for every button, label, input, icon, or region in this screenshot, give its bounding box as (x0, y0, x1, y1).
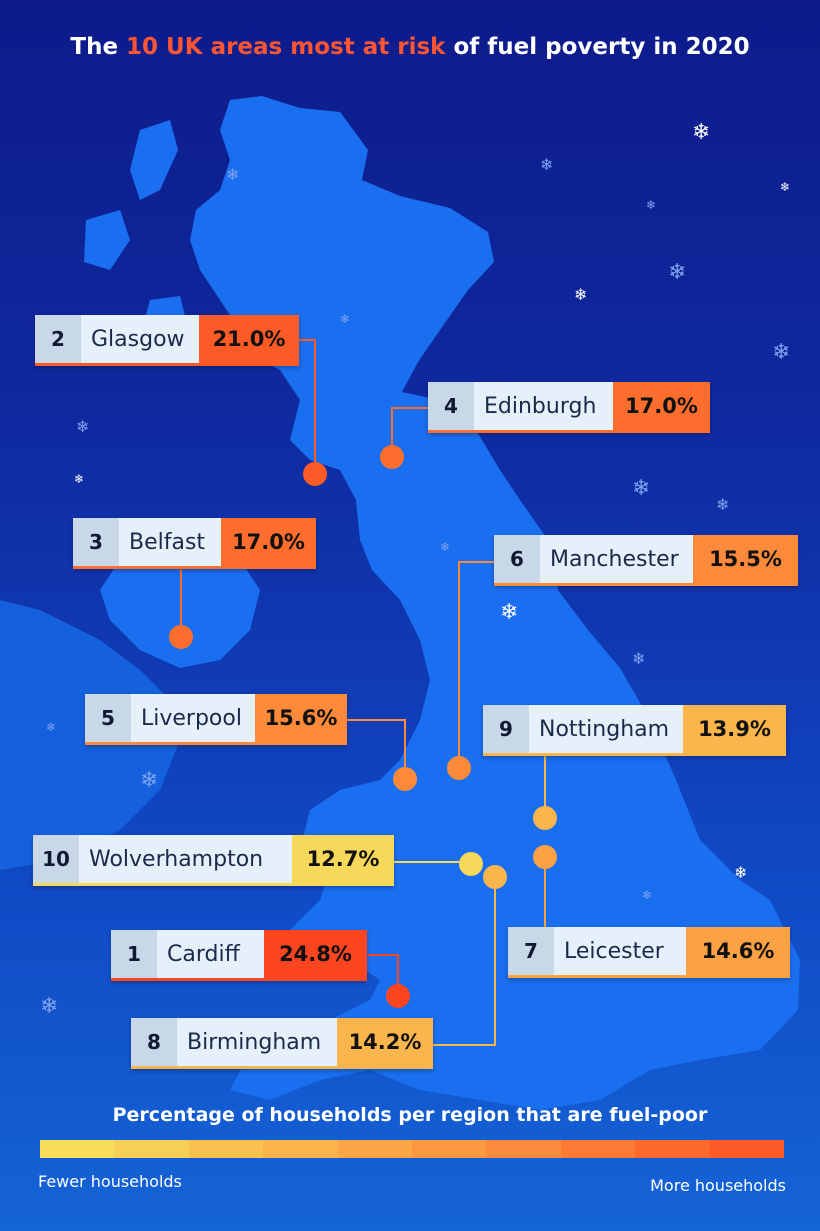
legend-color-scale (40, 1140, 785, 1158)
rank-number: 3 (73, 518, 119, 566)
area-label-leicester: 7 Leicester 14.6% (508, 927, 790, 978)
rank-number: 5 (85, 694, 131, 742)
connector-line-cardiff (368, 954, 399, 996)
title-highlight: 10 UK areas most at risk (126, 34, 446, 60)
rank-number: 8 (131, 1018, 177, 1066)
rank-number: 10 (33, 835, 79, 883)
snowflake-icon: ❄ (646, 198, 657, 212)
city-name: Edinburgh (474, 382, 613, 430)
connector-line-edinburgh (391, 407, 428, 457)
fuel-poverty-percentage: 24.8% (264, 930, 367, 978)
snowflake-icon: ❄ (734, 863, 748, 882)
snowflake-icon: ❄ (574, 285, 588, 304)
area-label-liverpool: 5 Liverpool 15.6% (85, 694, 347, 745)
location-marker-edinburgh (380, 445, 404, 469)
area-label-wolverhampton: 10 Wolverhampton 12.7% (33, 835, 394, 886)
snowflake-icon: ❄ (226, 165, 240, 184)
fuel-poverty-percentage: 17.0% (613, 382, 710, 430)
snowflake-icon: ❄ (140, 768, 159, 793)
city-name: Cardiff (157, 930, 264, 978)
snowflake-icon: ❄ (440, 540, 451, 554)
western-isles-landmass (130, 120, 178, 200)
snowflake-icon: ❄ (40, 994, 59, 1019)
rank-number: 7 (508, 927, 554, 975)
snowflake-icon: ❄ (340, 312, 351, 326)
area-label-manchester: 6 Manchester 15.5% (494, 535, 798, 586)
rank-number: 2 (35, 315, 81, 363)
location-marker-liverpool (393, 767, 417, 791)
legend-segment (40, 1140, 115, 1158)
fuel-poverty-percentage: 13.9% (683, 705, 786, 753)
city-name: Liverpool (131, 694, 255, 742)
city-name: Manchester (540, 535, 693, 583)
legend-segment (263, 1140, 338, 1158)
area-label-edinburgh: 4 Edinburgh 17.0% (428, 382, 710, 433)
location-marker-manchester (447, 756, 471, 780)
snowflake-icon: ❄ (642, 888, 653, 902)
city-name: Leicester (554, 927, 686, 975)
area-label-belfast: 3 Belfast 17.0% (73, 518, 316, 569)
snowflake-icon: ❄ (772, 340, 791, 365)
fuel-poverty-percentage: 17.0% (221, 518, 316, 566)
rank-number: 9 (483, 705, 529, 753)
snowflake-icon: ❄ (500, 600, 519, 625)
city-name: Nottingham (529, 705, 683, 753)
location-marker-cardiff (386, 984, 410, 1008)
skye-landmass (84, 210, 130, 270)
connector-line-birmingham (433, 877, 496, 1046)
location-marker-glasgow (303, 462, 327, 486)
city-name: Wolverhampton (79, 835, 292, 883)
legend-segment (560, 1140, 636, 1158)
snowflake-icon: ❄ (716, 495, 730, 514)
legend-segment (486, 1140, 561, 1158)
fuel-poverty-percentage: 14.6% (686, 927, 790, 975)
city-name: Belfast (119, 518, 221, 566)
connector-line-glasgow (299, 339, 316, 474)
city-name: Birmingham (177, 1018, 337, 1066)
city-name: Glasgow (81, 315, 199, 363)
snowflake-icon: ❄ (74, 472, 85, 486)
fuel-poverty-percentage: 21.0% (199, 315, 299, 363)
fuel-poverty-percentage: 12.7% (292, 835, 394, 883)
rank-number: 6 (494, 535, 540, 583)
legend-segment (412, 1140, 487, 1158)
area-label-birmingham: 8 Birmingham 14.2% (131, 1018, 433, 1069)
location-marker-wolverhampton (459, 852, 483, 876)
location-marker-belfast (169, 625, 193, 649)
snowflake-icon: ❄ (632, 649, 646, 668)
fuel-poverty-percentage: 14.2% (337, 1018, 433, 1066)
snowflake-icon: ❄ (632, 476, 651, 501)
rank-number: 4 (428, 382, 474, 430)
legend-high-label: More households (650, 1176, 786, 1195)
legend-segment (114, 1140, 189, 1158)
connector-line-liverpool (347, 719, 406, 779)
legend-low-label: Fewer households (38, 1172, 182, 1191)
location-marker-nottingham (533, 806, 557, 830)
page-title: The 10 UK areas most at risk of fuel pov… (70, 34, 750, 60)
fuel-poverty-percentage: 15.5% (693, 535, 798, 583)
legend-segment (188, 1140, 264, 1158)
legend-segment (635, 1140, 710, 1158)
snowflake-icon: ❄ (46, 720, 57, 734)
location-marker-leicester (533, 845, 557, 869)
snowflake-icon: ❄ (692, 120, 711, 145)
area-label-cardiff: 1 Cardiff 24.8% (111, 930, 367, 981)
legend-title: Percentage of households per region that… (112, 1104, 708, 1126)
connector-line-manchester (458, 561, 494, 768)
snowflake-icon: ❄ (76, 417, 90, 436)
rank-number: 1 (111, 930, 157, 978)
snowflake-icon: ❄ (780, 180, 791, 194)
snowflake-icon: ❄ (540, 155, 554, 174)
legend-segment (709, 1140, 785, 1158)
area-label-nottingham: 9 Nottingham 13.9% (483, 705, 786, 756)
legend-segment (337, 1140, 413, 1158)
snowflake-icon: ❄ (668, 260, 687, 285)
fuel-poverty-percentage: 15.6% (255, 694, 347, 742)
location-marker-birmingham (483, 865, 507, 889)
area-label-glasgow: 2 Glasgow 21.0% (35, 315, 299, 366)
